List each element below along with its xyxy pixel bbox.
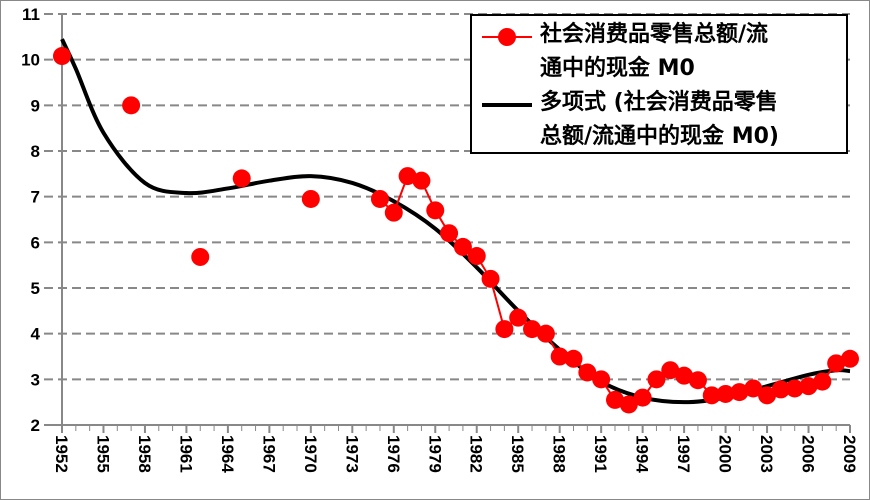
data-point [453,237,472,256]
data-point [785,379,804,398]
x-tick-label: 2009 [840,435,859,473]
data-point [841,349,859,368]
x-tick-label: 2003 [757,435,776,473]
x-tick-label: 1979 [425,435,444,473]
data-point [633,388,652,407]
data-point [232,169,251,188]
x-tick-label: 1976 [384,435,403,473]
data-point [122,96,141,115]
x-tick-label: 1991 [591,435,610,473]
data-point [467,247,486,266]
x-tick-label: 1988 [550,435,569,473]
legend-item-trend: 多项式 (社会消费品零售 总额/流通中的现金 M0) [480,86,840,154]
x-tick-label: 1994 [633,435,652,473]
y-tick-label: 6 [31,233,40,252]
data-point [661,361,680,380]
data-point [730,383,749,402]
y-tick-label: 4 [31,325,41,344]
data-point [716,384,735,403]
x-tick-label: 1964 [218,435,237,473]
data-point [370,189,389,208]
x-tick-label: 1997 [674,435,693,473]
series-line [379,174,851,406]
x-tick-label: 1952 [52,435,71,473]
legend-label-trend-line1: 多项式 (社会消费品零售 [540,90,778,115]
data-point [53,47,71,66]
data-point [426,201,445,220]
legend: 社会消费品零售总额/流 通中的现金 M0 多项式 (社会消费品零售 总额/流通中… [470,14,848,154]
data-point [191,247,210,266]
legend-marker-red-circle-icon [482,28,532,46]
data-point [592,370,611,389]
x-tick-label: 2000 [716,435,735,473]
data-point [688,371,707,390]
data-point [523,320,542,339]
x-tick-label: 1955 [93,435,112,473]
data-point [398,167,417,186]
data-point [564,349,583,368]
legend-item-actual: 社会消费品零售总额/流 通中的现金 M0 [480,18,840,86]
data-point [481,269,500,288]
data-point [771,380,790,399]
y-tick-label: 10 [21,51,40,70]
data-point [813,372,832,391]
x-tick-label: 1961 [176,435,195,473]
x-tick-label: 1958 [135,435,154,473]
data-point [440,224,459,243]
data-point [799,377,818,396]
x-tick-label: 1982 [467,435,486,473]
data-point [412,171,431,190]
data-point [301,189,320,208]
x-tick-label: 1985 [508,435,527,473]
data-point [605,390,624,409]
data-point [578,363,597,382]
data-point [550,347,569,366]
data-point [619,395,638,414]
data-point [509,308,528,327]
data-point [384,203,403,222]
data-point [536,324,555,343]
data-point [827,354,846,373]
y-tick-label: 9 [31,96,40,115]
data-point [758,386,777,405]
legend-label-actual-line1: 社会消费品零售总额/流 [540,22,769,47]
legend-label-trend-line2: 总额/流通中的现金 M0) [540,124,779,149]
data-point [702,386,721,405]
x-tick-label: 2006 [799,435,818,473]
data-point [495,320,514,339]
data-point [647,370,666,389]
legend-label-actual-line2: 通中的现金 M0 [540,56,695,81]
y-tick-label: 2 [31,416,40,435]
y-tick-label: 11 [22,5,40,24]
legend-black-line-icon [482,103,532,107]
y-tick-label: 7 [31,188,40,207]
x-tick-label: 1967 [259,435,278,473]
data-point [744,379,763,398]
y-tick-label: 8 [31,142,40,161]
x-tick-label: 1970 [301,435,320,473]
y-tick-label: 5 [31,279,40,298]
x-tick-label: 1973 [342,435,361,473]
data-point [675,366,694,385]
y-tick-label: 3 [31,370,40,389]
